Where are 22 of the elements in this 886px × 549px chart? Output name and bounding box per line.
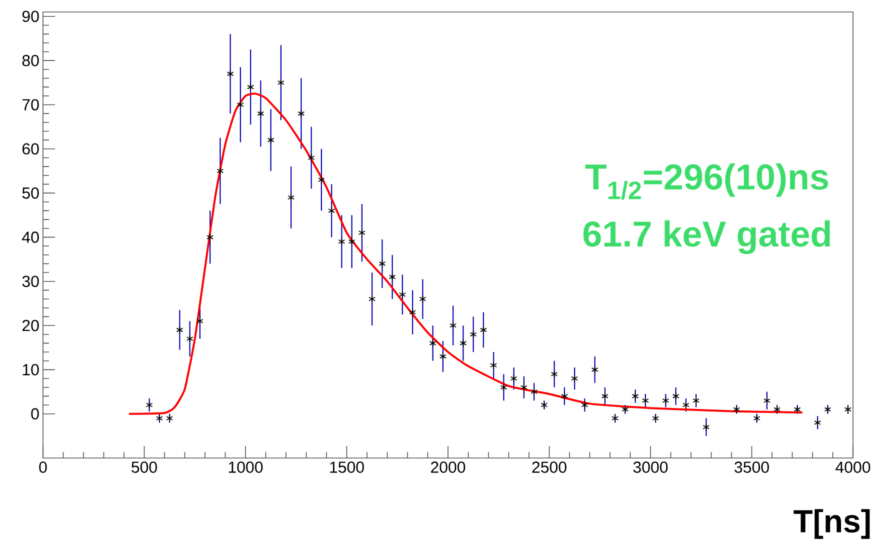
y-tick-label: 30 (22, 276, 39, 288)
y-tick-label: 90 (22, 10, 39, 22)
x-tick-label: 4000 (836, 462, 870, 473)
x-tick-label: 2500 (532, 462, 566, 473)
x-axis-title: T[ns] (794, 509, 870, 539)
y-tick-label: 70 (22, 99, 39, 110)
x-tick-label: 1500 (330, 462, 364, 473)
x-tick-label: 3500 (734, 462, 769, 473)
y-tick-label: 40 (22, 232, 39, 243)
x-tick-label: 0 (39, 462, 47, 473)
x-tick-label: 1000 (228, 462, 263, 473)
y-tick-label: 60 (22, 143, 39, 155)
annotation: T$_{1/2}$=296(10)ns (585, 163, 828, 200)
annotation: 61.7 keV gated (583, 220, 830, 254)
y-tick-label: 0 (31, 408, 39, 420)
x-tick-label: 2000 (431, 462, 466, 473)
y-tick-label: 10 (22, 364, 39, 376)
y-tick-label: 80 (22, 54, 39, 66)
y-tick-label: 20 (22, 320, 39, 332)
y-tick-label: 50 (22, 187, 39, 199)
x-tick-label: 3000 (633, 462, 668, 473)
x-tick-label: 500 (132, 462, 157, 473)
